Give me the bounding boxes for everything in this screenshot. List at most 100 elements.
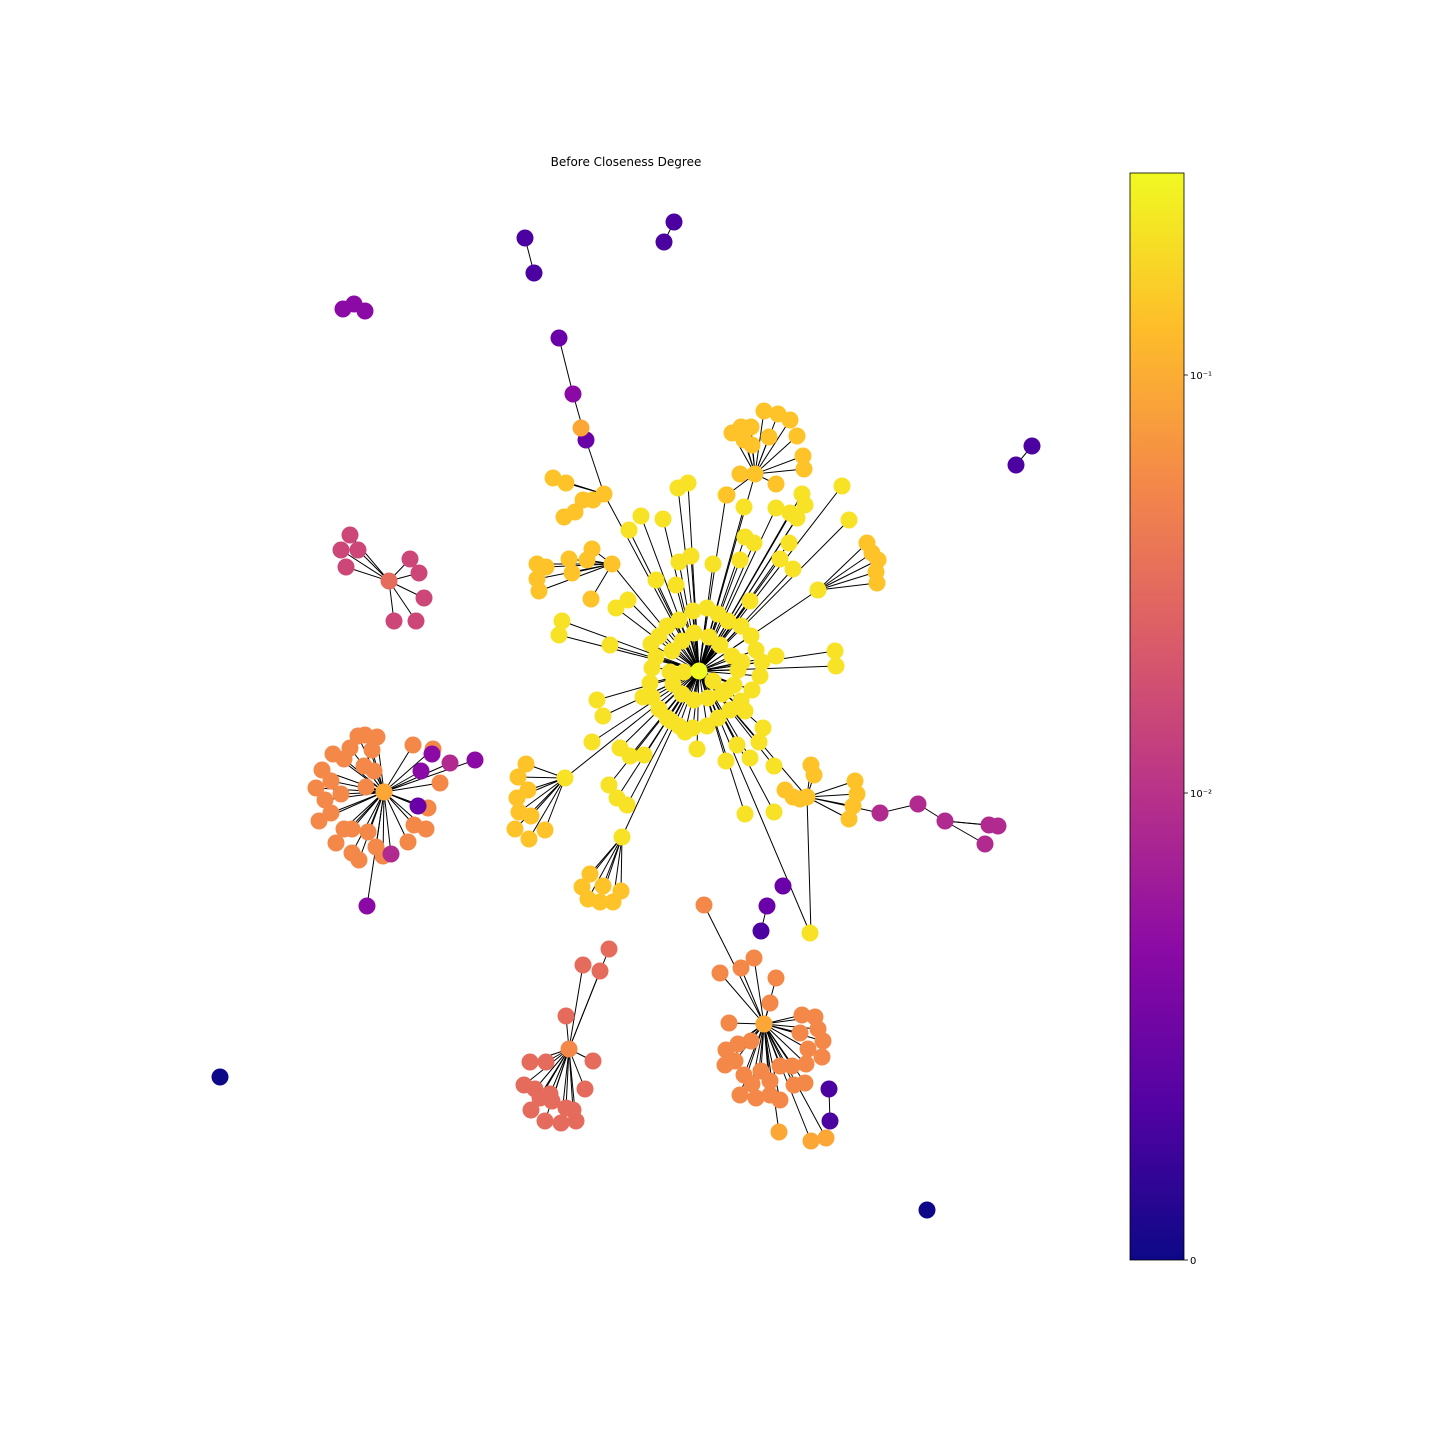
- graph-node: [647, 648, 665, 666]
- graph-node: [349, 541, 367, 559]
- graph-edge: [587, 836, 623, 900]
- graph-node: [868, 574, 886, 592]
- graph-node: [536, 821, 554, 839]
- graph-node: [802, 756, 820, 774]
- graph-node: [572, 419, 590, 437]
- graph-node: [508, 789, 526, 807]
- graph-node: [918, 1201, 936, 1219]
- graph-node: [767, 499, 785, 517]
- graph-node: [341, 526, 359, 544]
- graph-edge: [817, 559, 879, 591]
- graph-node: [322, 772, 340, 790]
- graph-edge: [754, 419, 791, 475]
- graph-node: [827, 657, 845, 675]
- graph-node: [743, 1075, 761, 1093]
- graph-node: [322, 804, 340, 822]
- graph-node: [612, 882, 630, 900]
- graph-node: [591, 962, 609, 980]
- graph-node: [718, 486, 736, 504]
- graph-node: [368, 728, 386, 746]
- graph-node: [332, 785, 350, 803]
- graph-node: [673, 632, 691, 650]
- graph-edge: [585, 439, 605, 495]
- graph-node: [412, 762, 430, 780]
- graph-edge: [698, 558, 781, 672]
- graph-node: [583, 540, 601, 558]
- graph-node: [698, 717, 716, 735]
- graph-edge: [383, 759, 476, 793]
- graph-node: [820, 1080, 838, 1098]
- graph-node: [733, 653, 751, 671]
- graph-edge: [383, 782, 441, 793]
- graph-node: [716, 1056, 734, 1074]
- graph-node: [670, 611, 688, 629]
- graph-edge: [754, 435, 798, 475]
- graph-node: [582, 590, 600, 608]
- graph-node: [399, 833, 417, 851]
- graph-node: [909, 795, 927, 813]
- graph-node: [711, 636, 729, 654]
- graph-node: [647, 571, 665, 589]
- graph-edge: [806, 796, 881, 814]
- colorbar-tick-label: 10⁻²: [1190, 789, 1212, 800]
- graph-node: [752, 1062, 770, 1080]
- graph-node: [563, 564, 581, 582]
- graph-node: [728, 736, 746, 754]
- graph-node: [833, 477, 851, 495]
- graph-node: [556, 769, 574, 787]
- graph-node: [544, 469, 562, 487]
- graph-node: [760, 428, 778, 446]
- graph-node: [840, 511, 858, 529]
- graph-node: [520, 830, 538, 848]
- graph-node: [531, 1089, 549, 1107]
- graph-node: [780, 534, 798, 552]
- graph-node: [718, 681, 736, 699]
- graph-node: [619, 591, 637, 609]
- graph-node: [813, 1048, 831, 1066]
- graph-node: [431, 774, 449, 792]
- graph-node: [404, 736, 422, 754]
- graph-node: [793, 485, 811, 503]
- graph-node: [799, 1040, 817, 1058]
- graph-node: [844, 797, 862, 815]
- graph-node: [788, 509, 806, 527]
- graph-node: [211, 1068, 229, 1086]
- graph-node: [731, 551, 749, 569]
- graph-node: [661, 663, 679, 681]
- graph-node: [375, 783, 393, 801]
- graph-node: [688, 740, 706, 758]
- graph-node: [821, 1112, 839, 1130]
- graph-node: [522, 1101, 540, 1119]
- nodes: [211, 213, 1041, 1219]
- graph-node: [517, 755, 535, 773]
- graph-edge: [817, 571, 877, 591]
- graph-node: [537, 558, 555, 576]
- graph-node: [410, 564, 428, 582]
- graph-edge: [518, 777, 566, 813]
- graph-node: [327, 834, 345, 852]
- graph-node: [553, 612, 571, 630]
- graph-node: [817, 1129, 835, 1147]
- graph-node: [742, 627, 760, 645]
- graph-node: [530, 582, 548, 600]
- graph-node: [699, 689, 717, 707]
- graph-node: [784, 560, 802, 578]
- graph-node: [595, 485, 613, 503]
- graph-node: [506, 820, 524, 838]
- graph-node: [600, 940, 618, 958]
- graph-edge: [544, 777, 566, 831]
- graph-edge: [698, 665, 837, 672]
- graph-node: [871, 804, 889, 822]
- graph-edge: [330, 791, 385, 814]
- graph-node: [407, 612, 425, 630]
- graph-node: [731, 1086, 749, 1104]
- graph-node: [732, 959, 750, 977]
- graph-node: [794, 447, 812, 465]
- graph-node: [525, 264, 543, 282]
- graph-node: [307, 779, 325, 797]
- graph-node: [566, 503, 584, 521]
- graph-node: [655, 233, 673, 251]
- graph-node: [767, 647, 785, 665]
- graph-edge: [740, 967, 765, 1025]
- graph-edge: [763, 1023, 781, 1101]
